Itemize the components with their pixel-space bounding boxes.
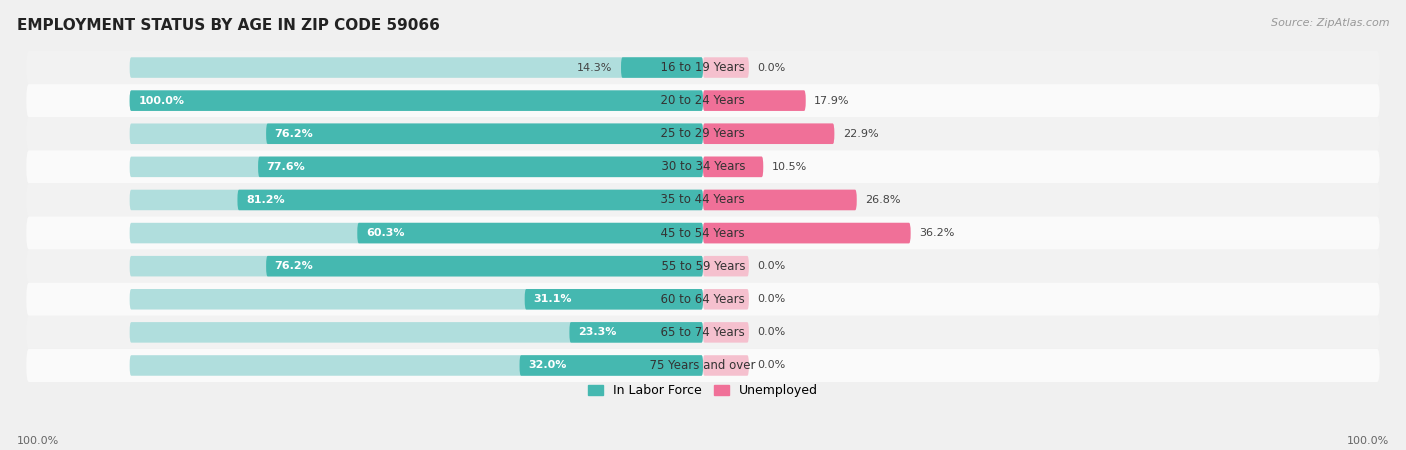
Text: 31.1%: 31.1% bbox=[533, 294, 572, 304]
FancyBboxPatch shape bbox=[129, 157, 703, 177]
Text: 10.5%: 10.5% bbox=[772, 162, 807, 172]
Text: EMPLOYMENT STATUS BY AGE IN ZIP CODE 59066: EMPLOYMENT STATUS BY AGE IN ZIP CODE 590… bbox=[17, 18, 440, 33]
FancyBboxPatch shape bbox=[129, 57, 703, 78]
FancyBboxPatch shape bbox=[703, 223, 911, 243]
Text: 0.0%: 0.0% bbox=[758, 294, 786, 304]
FancyBboxPatch shape bbox=[266, 256, 703, 276]
Text: 0.0%: 0.0% bbox=[758, 63, 786, 72]
FancyBboxPatch shape bbox=[27, 316, 1379, 349]
FancyBboxPatch shape bbox=[129, 256, 703, 276]
FancyBboxPatch shape bbox=[524, 289, 703, 310]
Text: 36.2%: 36.2% bbox=[920, 228, 955, 238]
FancyBboxPatch shape bbox=[129, 190, 703, 210]
Text: 17.9%: 17.9% bbox=[814, 96, 849, 106]
FancyBboxPatch shape bbox=[569, 322, 703, 342]
FancyBboxPatch shape bbox=[27, 250, 1379, 283]
Text: 76.2%: 76.2% bbox=[274, 261, 314, 271]
FancyBboxPatch shape bbox=[357, 223, 703, 243]
Text: 16 to 19 Years: 16 to 19 Years bbox=[654, 61, 752, 74]
Text: 0.0%: 0.0% bbox=[758, 261, 786, 271]
FancyBboxPatch shape bbox=[703, 289, 749, 310]
Text: 45 to 54 Years: 45 to 54 Years bbox=[654, 226, 752, 239]
FancyBboxPatch shape bbox=[129, 322, 703, 342]
FancyBboxPatch shape bbox=[259, 157, 703, 177]
FancyBboxPatch shape bbox=[129, 223, 703, 243]
Text: 60 to 64 Years: 60 to 64 Years bbox=[654, 293, 752, 306]
Text: 81.2%: 81.2% bbox=[246, 195, 284, 205]
FancyBboxPatch shape bbox=[238, 190, 703, 210]
Text: 35 to 44 Years: 35 to 44 Years bbox=[654, 194, 752, 207]
FancyBboxPatch shape bbox=[27, 51, 1379, 84]
FancyBboxPatch shape bbox=[703, 123, 834, 144]
Text: 100.0%: 100.0% bbox=[17, 436, 59, 446]
Text: Source: ZipAtlas.com: Source: ZipAtlas.com bbox=[1271, 18, 1389, 28]
FancyBboxPatch shape bbox=[27, 150, 1379, 184]
FancyBboxPatch shape bbox=[129, 90, 703, 111]
FancyBboxPatch shape bbox=[703, 190, 856, 210]
Text: 76.2%: 76.2% bbox=[274, 129, 314, 139]
FancyBboxPatch shape bbox=[703, 57, 749, 78]
FancyBboxPatch shape bbox=[621, 57, 703, 78]
Text: 65 to 74 Years: 65 to 74 Years bbox=[654, 326, 752, 339]
FancyBboxPatch shape bbox=[703, 190, 856, 210]
FancyBboxPatch shape bbox=[266, 123, 703, 144]
Text: 32.0%: 32.0% bbox=[529, 360, 567, 370]
FancyBboxPatch shape bbox=[703, 157, 763, 177]
FancyBboxPatch shape bbox=[129, 355, 703, 376]
Text: 26.8%: 26.8% bbox=[865, 195, 901, 205]
FancyBboxPatch shape bbox=[129, 289, 703, 310]
FancyBboxPatch shape bbox=[129, 90, 703, 111]
Text: 25 to 29 Years: 25 to 29 Years bbox=[654, 127, 752, 140]
Text: 0.0%: 0.0% bbox=[758, 328, 786, 338]
FancyBboxPatch shape bbox=[703, 223, 911, 243]
FancyBboxPatch shape bbox=[703, 355, 749, 376]
Legend: In Labor Force, Unemployed: In Labor Force, Unemployed bbox=[583, 379, 823, 402]
Text: 100.0%: 100.0% bbox=[138, 96, 184, 106]
Text: 55 to 59 Years: 55 to 59 Years bbox=[654, 260, 752, 273]
FancyBboxPatch shape bbox=[27, 349, 1379, 382]
FancyBboxPatch shape bbox=[27, 216, 1379, 250]
Text: 100.0%: 100.0% bbox=[1347, 436, 1389, 446]
Text: 60.3%: 60.3% bbox=[366, 228, 405, 238]
FancyBboxPatch shape bbox=[27, 283, 1379, 316]
Text: 14.3%: 14.3% bbox=[576, 63, 613, 72]
FancyBboxPatch shape bbox=[27, 84, 1379, 117]
Text: 23.3%: 23.3% bbox=[578, 328, 616, 338]
FancyBboxPatch shape bbox=[520, 355, 703, 376]
Text: 22.9%: 22.9% bbox=[842, 129, 879, 139]
FancyBboxPatch shape bbox=[27, 117, 1379, 150]
Text: 20 to 24 Years: 20 to 24 Years bbox=[654, 94, 752, 107]
Text: 75 Years and over: 75 Years and over bbox=[643, 359, 763, 372]
FancyBboxPatch shape bbox=[27, 184, 1379, 216]
FancyBboxPatch shape bbox=[703, 123, 834, 144]
FancyBboxPatch shape bbox=[703, 157, 763, 177]
Text: 77.6%: 77.6% bbox=[267, 162, 305, 172]
Text: 0.0%: 0.0% bbox=[758, 360, 786, 370]
Text: 30 to 34 Years: 30 to 34 Years bbox=[654, 160, 752, 173]
FancyBboxPatch shape bbox=[703, 90, 806, 111]
FancyBboxPatch shape bbox=[703, 256, 749, 276]
FancyBboxPatch shape bbox=[703, 322, 749, 342]
FancyBboxPatch shape bbox=[703, 90, 806, 111]
FancyBboxPatch shape bbox=[129, 123, 703, 144]
